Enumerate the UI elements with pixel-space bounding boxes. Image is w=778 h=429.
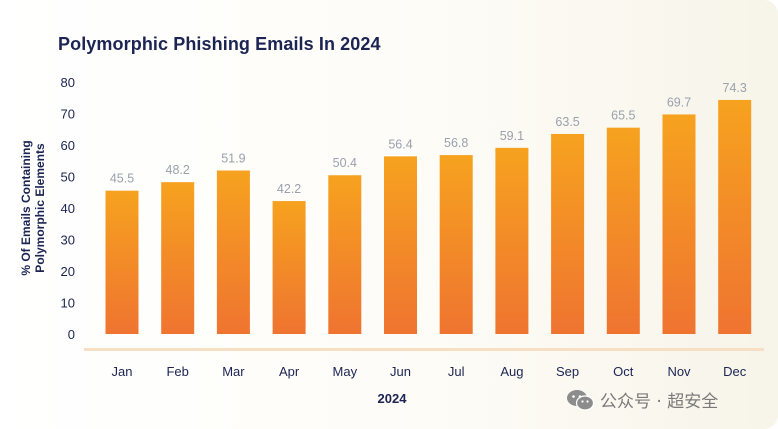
watermark-text: 公众号 · 超安全: [600, 392, 719, 412]
y-axis-label: % Of Emails Containing Polymorphic Elemen…: [19, 140, 47, 275]
x-tick-label: Sep: [556, 364, 579, 379]
bar: [384, 156, 417, 334]
baseline: [84, 348, 764, 351]
x-tick-label: Jun: [390, 364, 411, 379]
x-tick-label: Jul: [448, 364, 465, 379]
x-tick-label: Dec: [723, 364, 747, 379]
data-label: 42.2: [277, 182, 301, 196]
x-tick-label: May: [333, 364, 358, 379]
x-tick-label: Mar: [222, 364, 245, 379]
data-label: 59.1: [500, 129, 524, 143]
data-label: 74.3: [723, 81, 747, 95]
data-label: 65.5: [611, 109, 635, 123]
x-axis-label: 2024: [378, 391, 408, 406]
y-tick-label: 70: [61, 107, 75, 122]
data-label: 51.9: [221, 152, 245, 166]
bar: [551, 133, 585, 334]
bar: [662, 114, 696, 334]
y-tick-label: 10: [61, 296, 75, 311]
x-tick-label: Oct: [613, 364, 634, 379]
y-tick-label: 80: [61, 75, 75, 90]
chart-title: Polymorphic Phishing Emails In 2024: [58, 34, 381, 54]
data-label: 45.5: [110, 172, 134, 186]
x-tick-label: Nov: [667, 364, 691, 379]
data-label: 56.4: [388, 137, 412, 151]
data-label: 63.5: [555, 115, 579, 129]
bar: [161, 182, 195, 334]
y-tick-label: 0: [68, 327, 75, 342]
y-tick-label: 30: [61, 233, 75, 248]
y-tick-label: 40: [61, 201, 75, 216]
data-label: 69.7: [667, 95, 691, 109]
bar: [606, 127, 640, 334]
y-axis-label-line: Polymorphic Elements: [33, 143, 47, 273]
watermark: 公众号 · 超安全: [566, 387, 718, 412]
bar: [328, 175, 362, 334]
data-label: 56.8: [444, 136, 468, 150]
x-tick-label: Aug: [500, 364, 523, 379]
bar: [272, 201, 306, 334]
y-axis-ticks: 0 10 20 30 40 50 60 70 80: [61, 75, 75, 342]
bar: [216, 170, 250, 334]
data-label: 48.2: [166, 163, 190, 177]
x-tick-label: Feb: [166, 364, 188, 379]
bar: [105, 190, 139, 334]
bar: [495, 147, 529, 334]
data-label: 50.4: [333, 156, 357, 170]
bars: [105, 99, 752, 334]
y-tick-label: 50: [61, 170, 75, 185]
bar: [718, 99, 752, 334]
x-tick-label: Apr: [279, 364, 300, 379]
y-tick-label: 20: [61, 264, 75, 279]
y-axis-label-line: % Of Emails Containing: [19, 140, 33, 275]
x-tick-label: Jan: [112, 364, 133, 379]
x-axis-ticks: Jan Feb Mar Apr May Jun Jul Aug Sep Oct Nov Dec: [112, 364, 747, 379]
value-labels: 45.5 48.2 51.9 42.2 50.4 56.4 56.8 59.1 63.5 65.5…: [110, 81, 747, 196]
bar: [439, 155, 473, 334]
y-tick-label: 60: [61, 138, 75, 153]
wechat-icon: [567, 389, 594, 411]
